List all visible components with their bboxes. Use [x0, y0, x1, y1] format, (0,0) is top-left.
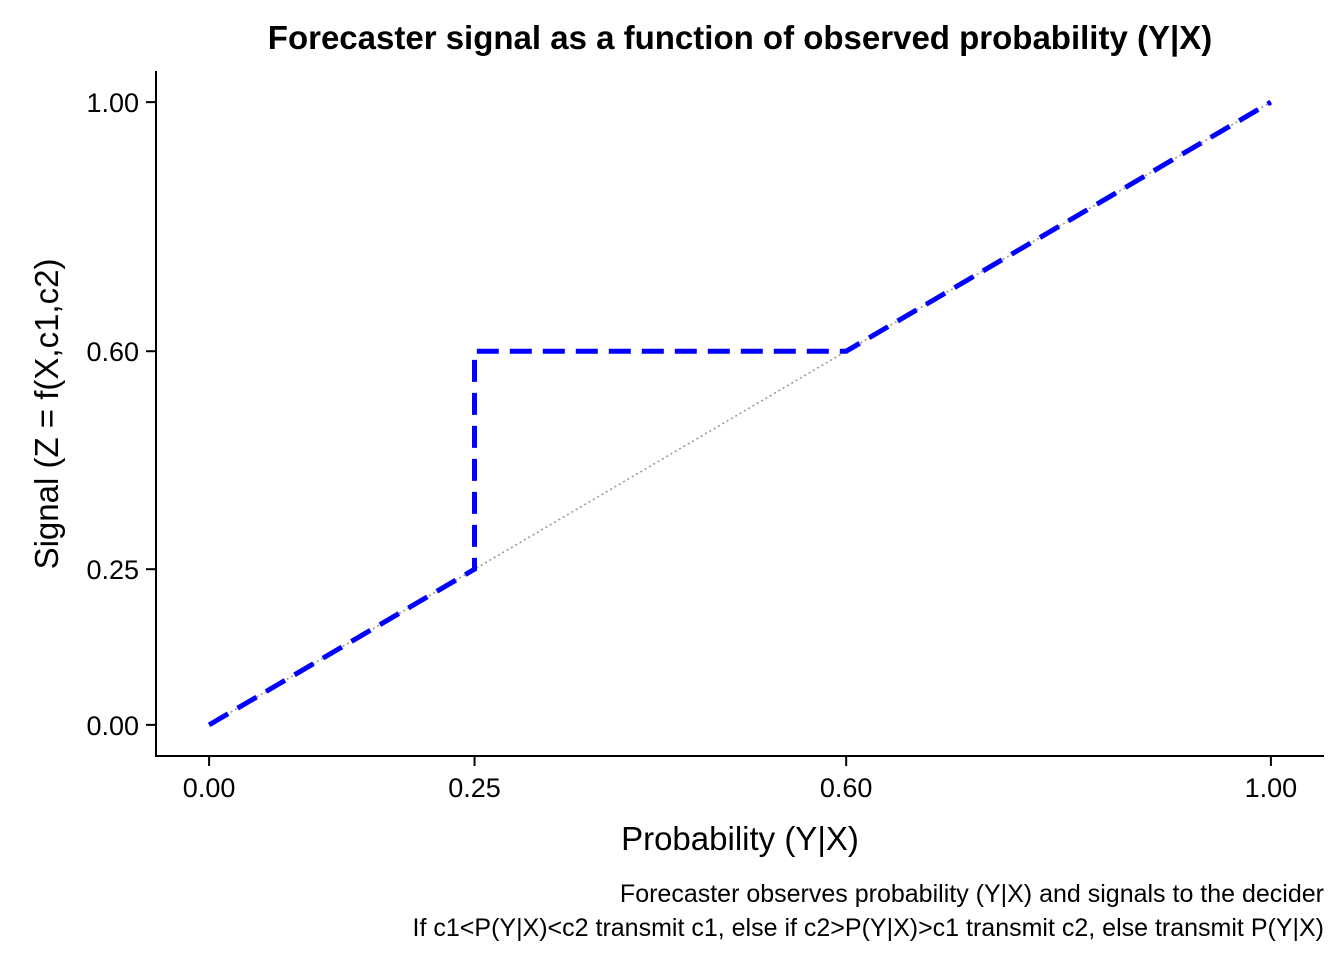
caption-line-1: Forecaster observes probability (Y|X) an… [620, 880, 1324, 908]
x-ticks: 0.00 0.25 0.60 1.00 [183, 756, 1297, 803]
x-tick-label: 1.00 [1245, 773, 1298, 803]
signal-line [207, 99, 1273, 728]
y-axis-title: Signal (Z = f(X,c1,c2) [28, 259, 65, 570]
x-tick-label: 0.25 [448, 773, 501, 803]
y-ticks: 0.00 0.25 0.60 1.00 [86, 88, 156, 741]
x-tick-label: 0.00 [183, 773, 236, 803]
x-axis-title: Probability (Y|X) [621, 820, 859, 857]
y-tick-label: 0.25 [86, 555, 139, 585]
y-tick-label: 0.60 [86, 337, 139, 367]
y-tick-label: 0.00 [86, 711, 139, 741]
caption-line-2: If c1<P(Y|X)<c2 transmit c1, else if c2>… [413, 914, 1324, 942]
y-tick-label: 1.00 [86, 88, 139, 118]
chart-title: Forecaster signal as a function of obser… [268, 19, 1212, 56]
plot-series [207, 99, 1273, 728]
x-tick-label: 0.60 [820, 773, 873, 803]
